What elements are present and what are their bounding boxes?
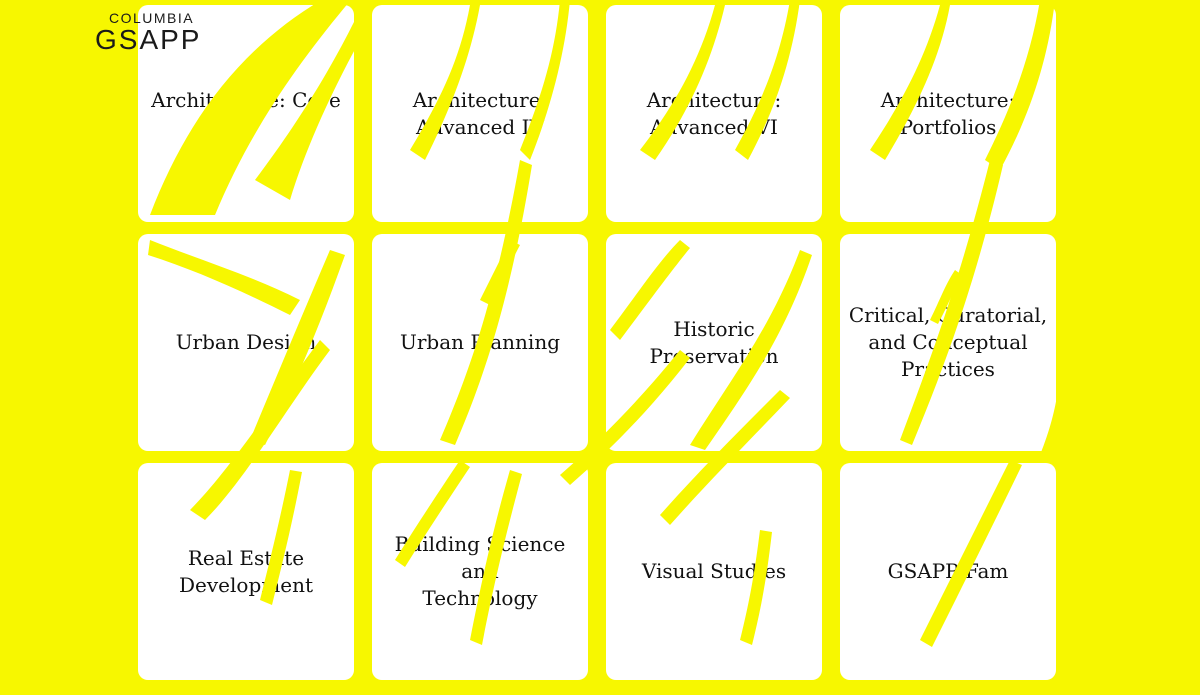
card-building-science-technology[interactable]: Building Science and Technology xyxy=(372,463,588,680)
card-label: Architecture: Advanced IV xyxy=(412,87,548,139)
card-label: Historic Preservation xyxy=(649,316,779,368)
card-gsapp-fam[interactable]: GSAPP Fam xyxy=(840,463,1056,680)
card-visual-studies[interactable]: Visual Studies xyxy=(606,463,822,680)
card-label: Visual Studies xyxy=(641,559,787,583)
card-label: Urban Design xyxy=(175,330,317,354)
card-architecture-advanced-vi[interactable]: Architecture: Advanced VI xyxy=(606,5,822,222)
card-label: GSAPP Fam xyxy=(887,559,1009,583)
logo-line-gsapp: GSAPP xyxy=(95,24,202,55)
card-label: Building Science and Technology xyxy=(394,532,566,610)
card-historic-preservation[interactable]: Historic Preservation xyxy=(606,234,822,451)
card-label: Architecture: Core II xyxy=(151,87,341,139)
card-label: Urban Planning xyxy=(400,330,560,354)
card-real-estate-development[interactable]: Real Estate Development xyxy=(138,463,354,680)
card-architecture-advanced-iv[interactable]: Architecture: Advanced IV xyxy=(372,5,588,222)
card-urban-planning[interactable]: Urban Planning xyxy=(372,234,588,451)
card-label: Architecture: Advanced VI xyxy=(646,87,782,139)
card-label: Real Estate Development xyxy=(179,545,313,597)
columbia-gsapp-logo[interactable]: COLUMBIA GSAPP xyxy=(95,10,201,54)
card-critical-curatorial-conceptual[interactable]: Critical, Curatorial, and Conceptual Pra… xyxy=(840,234,1056,451)
card-label: Critical, Curatorial, and Conceptual Pra… xyxy=(848,303,1048,381)
card-architecture-portfolios[interactable]: Architecture: Portfolios xyxy=(840,5,1056,222)
card-label: Architecture: Portfolios xyxy=(880,87,1016,139)
card-urban-design[interactable]: Urban Design xyxy=(138,234,354,451)
